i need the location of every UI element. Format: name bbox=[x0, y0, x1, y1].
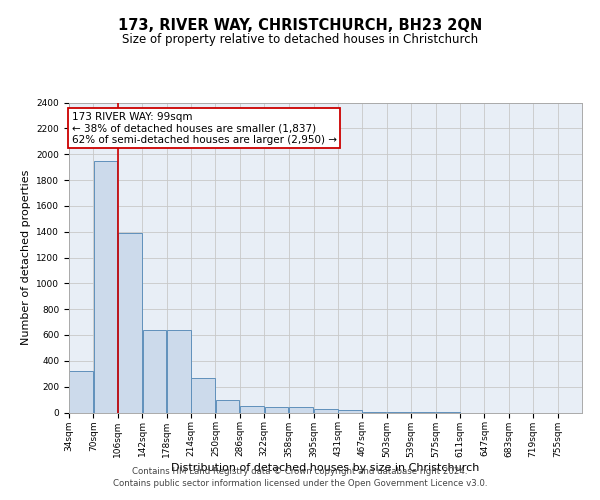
Bar bbox=[118, 233, 142, 412]
Bar bbox=[167, 330, 191, 412]
Bar bbox=[265, 408, 288, 412]
Bar bbox=[143, 330, 166, 412]
Bar bbox=[216, 400, 239, 412]
Text: 173 RIVER WAY: 99sqm
← 38% of detached houses are smaller (1,837)
62% of semi-de: 173 RIVER WAY: 99sqm ← 38% of detached h… bbox=[72, 112, 337, 144]
Bar bbox=[338, 410, 362, 412]
Text: Contains HM Land Registry data © Crown copyright and database right 2024.
Contai: Contains HM Land Registry data © Crown c… bbox=[113, 466, 487, 487]
Bar bbox=[314, 410, 338, 412]
Bar bbox=[191, 378, 215, 412]
X-axis label: Distribution of detached houses by size in Christchurch: Distribution of detached houses by size … bbox=[172, 464, 479, 473]
Bar bbox=[240, 406, 264, 412]
Text: Size of property relative to detached houses in Christchurch: Size of property relative to detached ho… bbox=[122, 32, 478, 46]
Text: 173, RIVER WAY, CHRISTCHURCH, BH23 2QN: 173, RIVER WAY, CHRISTCHURCH, BH23 2QN bbox=[118, 18, 482, 32]
Bar bbox=[70, 371, 93, 412]
Bar bbox=[289, 408, 313, 412]
Y-axis label: Number of detached properties: Number of detached properties bbox=[21, 170, 31, 345]
Bar bbox=[94, 160, 118, 412]
